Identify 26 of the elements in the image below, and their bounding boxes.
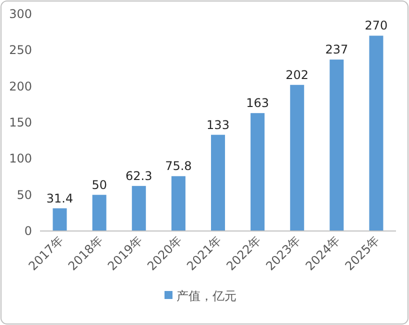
bar bbox=[132, 186, 146, 231]
y-tick-label: 250 bbox=[9, 43, 32, 58]
data-label: 163 bbox=[246, 96, 270, 110]
data-label: 62.3 bbox=[126, 168, 152, 183]
data-label: 31.4 bbox=[46, 191, 74, 206]
bar bbox=[369, 36, 384, 231]
y-tick-label: 300 bbox=[9, 7, 32, 21]
bar bbox=[250, 113, 265, 231]
data-label: 237 bbox=[325, 42, 348, 57]
bar bbox=[171, 176, 186, 231]
bar bbox=[330, 60, 344, 231]
legend-label: 产值，亿元 bbox=[176, 289, 236, 303]
y-tick-label: 100 bbox=[9, 152, 32, 166]
bar bbox=[211, 134, 225, 231]
bar bbox=[92, 194, 106, 231]
y-tick-label: 150 bbox=[9, 116, 32, 130]
y-tick-label: 50 bbox=[16, 188, 32, 202]
data-label: 50 bbox=[92, 178, 107, 192]
y-tick-label: 0 bbox=[24, 224, 32, 238]
data-label: 270 bbox=[364, 18, 388, 33]
data-label: 75.8 bbox=[165, 159, 192, 174]
data-label: 202 bbox=[286, 68, 309, 82]
bar bbox=[290, 84, 304, 231]
data-label: 133 bbox=[206, 118, 230, 132]
y-tick-label: 200 bbox=[9, 79, 32, 94]
bar bbox=[52, 208, 67, 231]
